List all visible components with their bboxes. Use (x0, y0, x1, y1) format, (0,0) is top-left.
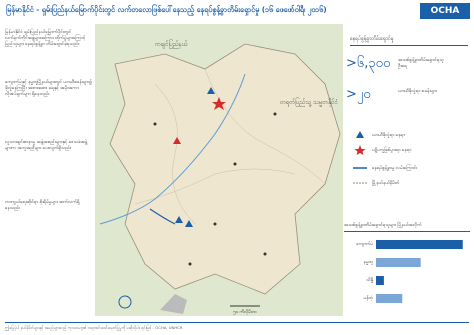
un-logo (118, 295, 132, 309)
camp-marker (207, 87, 215, 94)
bar-category: မန်တုံ (364, 295, 374, 301)
river (99, 73, 246, 225)
map: ကချင်ပြည်နယ် တရုတ်ပြည်သူ့ သမ္မတနိုင်ငံ ၅… (95, 24, 343, 316)
shan-state (109, 43, 341, 295)
legend-label: ပဋိပက္ခဖြစ်ပွားရာ နေရာ (372, 148, 412, 153)
region-label: ကချင်ပြည်နယ် (155, 39, 188, 49)
bar (376, 276, 384, 285)
legend-label: နေရပ်စွန့်ခွာမှု လမ်းကြောင်း (372, 166, 418, 171)
legend-symbols (353, 131, 367, 184)
town (213, 222, 217, 226)
legend-label: ယာယီခိုလှုံရာ နေရာ (372, 133, 406, 138)
bar (376, 258, 421, 267)
key-figure-label: အသစ်စွန့်ခွာတိမ်းရှောင်ရသူ ဦးရေ (398, 58, 444, 69)
legend-symbol (356, 131, 364, 138)
town (263, 252, 267, 256)
conflict-marker (212, 97, 226, 110)
key-figure-label: ယာယီခိုလှုံရာ စခန်းများ (398, 89, 437, 94)
town (153, 122, 157, 126)
footer: ဤမြေပုံပါ နယ်နိမိတ်များနှင့် အမည်များသည်… (5, 322, 469, 331)
township-boundary (134, 168, 296, 205)
town (233, 162, 237, 166)
key-figures-title: နေရပ်စွန့်ခွာတိမ်းရှောင်မှု (350, 36, 468, 46)
township-boundary (154, 83, 196, 225)
camp-marker (185, 220, 193, 227)
summary-paragraph: ကာကွယ်ရေးဆိုင်ရာ စိုးရိမ်မှုများ ဆက်လက်ရ… (5, 200, 80, 211)
town (188, 262, 192, 266)
bar-category: ကျောက်မဲ (356, 241, 373, 247)
camp-marker (175, 216, 183, 223)
bar (376, 240, 463, 249)
bar-chart-title: အသစ်စွန့်ခွာတိမ်းရှောင်ရသူများ မြို့နယ်အ… (344, 222, 470, 232)
conflict-marker (173, 137, 181, 144)
legend-label: မြို့နယ်နယ်နိမိတ် (372, 181, 400, 186)
region-label: တရုတ်ပြည်သူ့ သမ္မတနိုင်ငံ (280, 97, 339, 107)
bar-category: သိန္နီ (365, 277, 373, 284)
summary-paragraph: လူသားချင်းစာနာမှု အဖွဲ့အစည်းများနှင့် ဒေ… (5, 140, 88, 151)
town (273, 112, 277, 116)
logo: OCHA (420, 3, 470, 19)
township-boundary (204, 68, 326, 185)
inset-map (160, 294, 187, 314)
summary-paragraph: မြန်မာနိုင်ငံ ရှမ်းပြည်နယ်မြောက်ပိုင်းတွ… (5, 30, 86, 47)
title: မြန်မာနိုင်ငံ - ရှမ်းပြည်နယ်မြောက်ပိုင်း… (6, 5, 327, 14)
legend-symbol (354, 145, 366, 155)
key-figure-value: >၂၀ (346, 87, 371, 102)
bar-chart: ကျောက်မဲနမ္မတူသိန္နီမန်တုံ (356, 240, 463, 303)
key-figure-value: >၆,၃၀၀ (346, 56, 391, 71)
bar-category: နမ္မတူ (364, 260, 374, 265)
summary-paragraph: ကျောက်မဲနှင့် နမ္မတူမြို့နယ်များတွင် ယာယ… (5, 80, 92, 97)
scale-label: ၅၀ ကီလိုမီတာ (233, 309, 257, 315)
displacement-arrow (149, 208, 176, 225)
bar (376, 294, 403, 303)
